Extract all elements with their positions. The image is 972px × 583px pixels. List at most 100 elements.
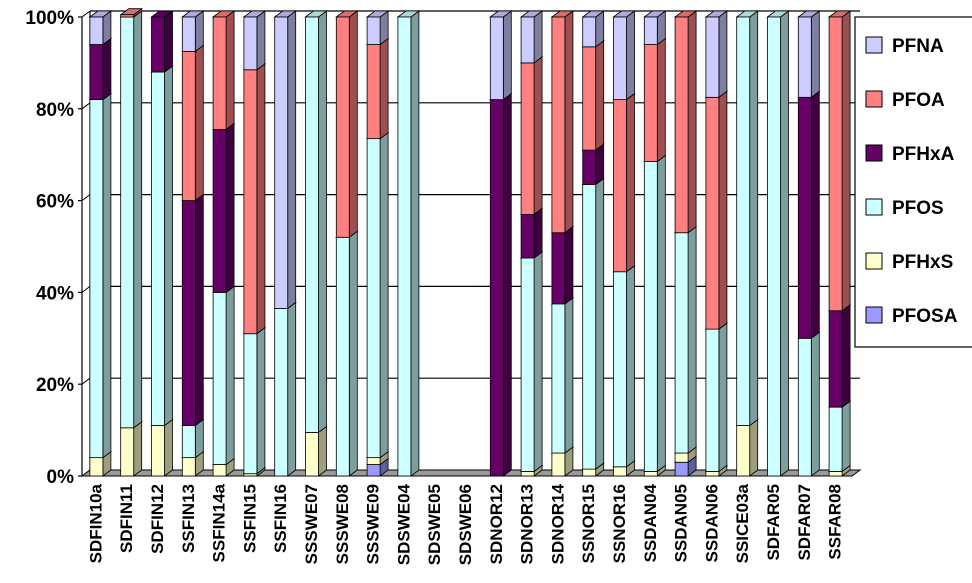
- bar-segment-pfoa: [612, 92, 636, 273]
- bar-segment-pfos: [735, 10, 759, 427]
- bar-front-face: [674, 452, 689, 463]
- bar-segment-pfoa: [119, 7, 143, 18]
- bar-segment-pfna: [365, 10, 390, 46]
- bar-segment-pfoa: [211, 10, 236, 131]
- category-label: SDFIN12: [148, 484, 167, 554]
- bar-segment-pfhxa: [550, 225, 575, 305]
- bar-segment-pfos: [242, 326, 267, 475]
- bar-front-face: [212, 16, 227, 130]
- bar-front-face: [643, 44, 658, 162]
- bar-segment-pfos: [673, 225, 698, 454]
- bar-front-face: [520, 16, 535, 64]
- category-label: SSFIN15: [240, 484, 259, 553]
- bar-front-face: [551, 303, 566, 454]
- bar-front-face: [212, 129, 227, 293]
- y-axis-ticks: 0% 20% 40% 60% 80% 100%: [25, 8, 74, 488]
- legend-box: [854, 16, 972, 348]
- bar-front-face: [366, 457, 381, 465]
- bar-front-face: [828, 471, 843, 477]
- bar-side-face: [256, 62, 266, 335]
- bar-side-face: [348, 230, 358, 477]
- category-label: SSSWE08: [333, 484, 352, 564]
- bar-segment-pfhxa: [489, 92, 513, 477]
- bar-side-face: [194, 193, 204, 427]
- category-label: SSICE03a: [733, 483, 752, 563]
- legend-label: PFOSA: [892, 306, 958, 327]
- bar-segment-pfos: [797, 331, 821, 477]
- bar-side-face: [749, 10, 759, 427]
- bar-segment-pfos: [581, 177, 605, 470]
- y-tick-label: 60%: [36, 192, 74, 213]
- bars: [88, 7, 852, 477]
- category-label: SSFAR08: [826, 484, 845, 560]
- bar-segment-pfos: [519, 251, 544, 473]
- bar-side-face: [287, 10, 297, 310]
- bar-front-face: [520, 471, 535, 477]
- bar-front-face: [212, 291, 227, 465]
- bar-segment-pfos: [211, 285, 236, 466]
- y-tick-connector: [81, 102, 91, 110]
- bar-segment-pfoa: [704, 90, 729, 330]
- bar-front-face: [797, 16, 812, 98]
- bar-segment-pfos: [150, 65, 174, 427]
- bar-segment-pfos: [550, 297, 575, 454]
- legend-label: PFHxA: [892, 144, 955, 165]
- bar-segment-pfos: [119, 10, 143, 429]
- y-tick-connector: [81, 194, 91, 202]
- bar-side-face: [256, 10, 266, 71]
- bar-front-face: [551, 16, 566, 234]
- bar-front-face: [181, 16, 196, 52]
- bar-front-face: [89, 457, 104, 477]
- bar-front-face: [243, 16, 258, 71]
- bar-front-face: [151, 71, 165, 426]
- bar-front-face: [181, 425, 196, 459]
- bar-side-face: [810, 331, 820, 477]
- bar-front-face: [181, 457, 196, 477]
- bar-front-face: [366, 138, 381, 459]
- bar-front-face: [520, 62, 535, 215]
- bar-segment-pfhxa: [797, 90, 821, 340]
- category-label: SSDAN06: [702, 484, 721, 562]
- bar-side-face: [502, 10, 512, 101]
- bar-side-face: [564, 297, 574, 454]
- category-label: SSFIN14a: [210, 483, 229, 562]
- bar-side-face: [164, 65, 173, 427]
- bar-front-face: [305, 431, 319, 477]
- bar-side-face: [256, 326, 266, 475]
- bar-side-face: [718, 90, 728, 330]
- bar-segment-pfna: [181, 10, 205, 53]
- bar-segment-pfna: [643, 10, 667, 46]
- bar-segment-pfna: [704, 10, 729, 99]
- bar-side-face: [687, 10, 697, 234]
- bar-side-face: [656, 37, 666, 163]
- legend-label: PFHxS: [892, 252, 953, 273]
- bar-front-face: [582, 468, 597, 477]
- bar-side-face: [379, 37, 389, 140]
- bar-front-face: [643, 161, 658, 472]
- bar-side-face: [595, 143, 605, 186]
- category-label: SDNOR12: [487, 484, 506, 564]
- bar-front-face: [582, 184, 597, 470]
- bar-side-face: [225, 10, 235, 131]
- bar-front-face: [643, 471, 658, 477]
- bar-front-face: [705, 471, 720, 477]
- bar-side-face: [841, 303, 851, 408]
- bar-front-face: [305, 16, 319, 433]
- bar-segment-pfoa: [581, 40, 605, 151]
- bar-front-face: [797, 337, 812, 477]
- bar-segment-pfos: [335, 230, 359, 477]
- bar-side-face: [502, 92, 512, 477]
- bar-front-face: [736, 425, 751, 477]
- bar-side-face: [194, 418, 204, 459]
- bar-segment-pfoa: [550, 10, 575, 234]
- category-label: SSFIN16: [271, 484, 290, 553]
- bar-front-face: [736, 16, 751, 426]
- bar-front-face: [397, 16, 412, 477]
- y-tick-connector: [81, 285, 91, 293]
- bar-segment-pfos: [612, 264, 636, 468]
- bar-segment-pfoa: [643, 37, 667, 163]
- category-label: SSFIN13: [179, 484, 198, 553]
- category-label: SDSWE06: [456, 484, 475, 565]
- bar-front-face: [366, 16, 381, 45]
- legend-swatch-pfoa: [865, 90, 883, 108]
